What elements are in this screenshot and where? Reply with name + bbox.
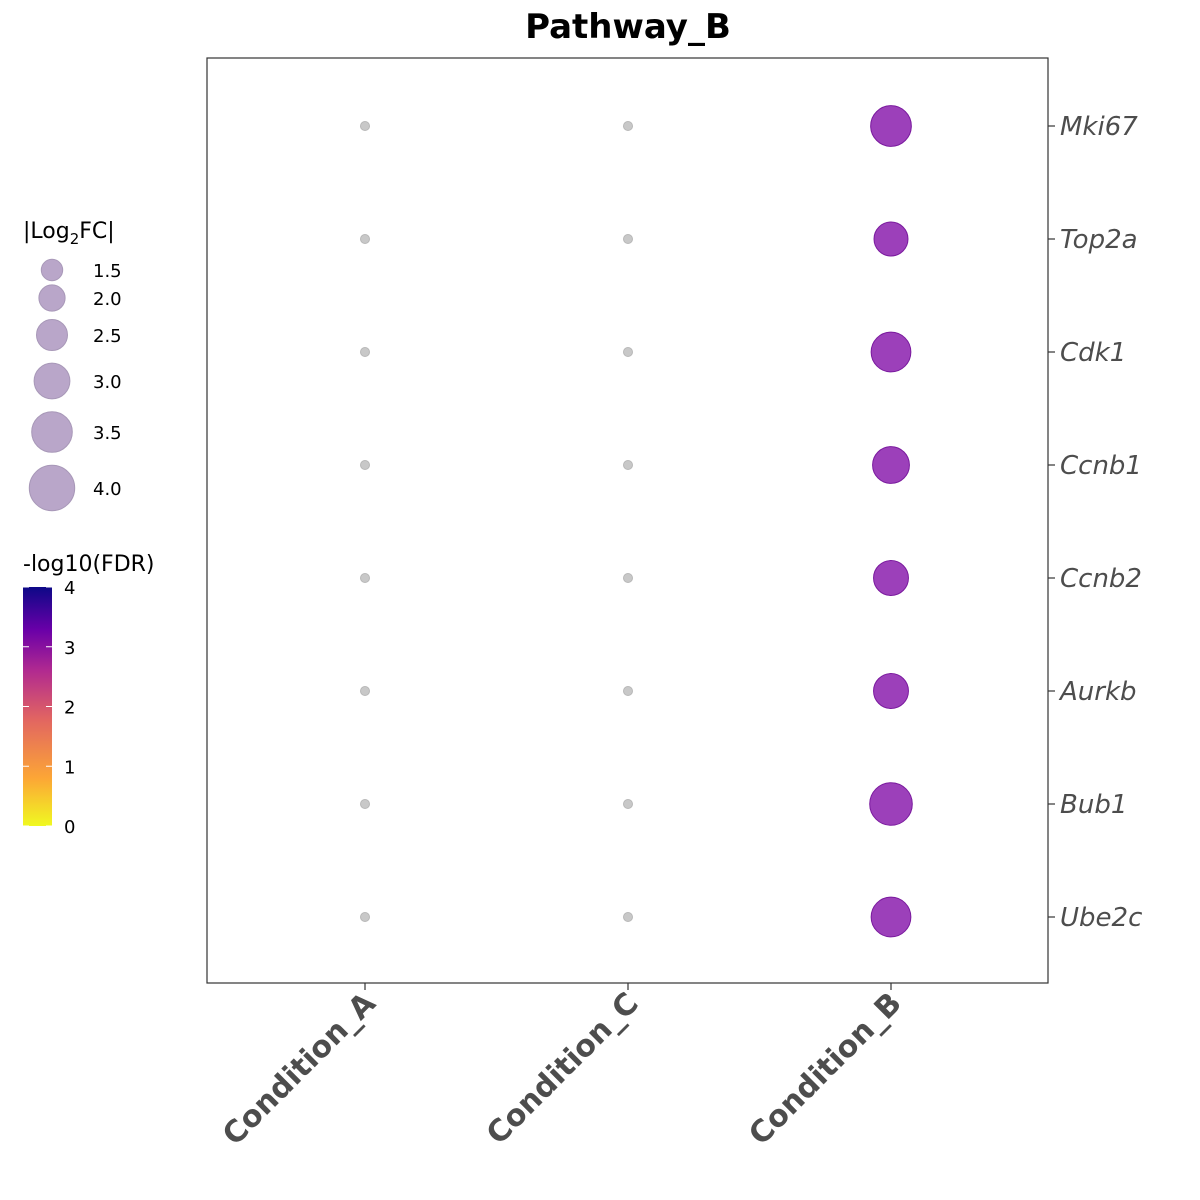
color-legend: -log10(FDR) 0 1 2 3 4 <box>23 552 155 838</box>
data-point-top2a-condition-c <box>623 234 633 244</box>
data-point-top2a-condition-a <box>360 234 370 244</box>
data-point-ccnb2-condition-a <box>360 573 370 583</box>
size-legend-title: |Log2FC| <box>23 219 115 248</box>
data-point-aurkb-condition-c <box>623 686 633 696</box>
gene-axis: Mki67 Top2a Cdk1 Ccnb1 Ccnb2 Aurkb Bub1 Ube2c <box>1048 112 1142 933</box>
size-legend-circle <box>31 411 73 453</box>
data-point-aurkb-condition-b <box>873 673 909 709</box>
condition-label-condition-a: Condition_A <box>216 985 383 1152</box>
data-point-ube2c-condition-a <box>360 912 370 922</box>
condition-label-condition-c: Condition_C <box>480 986 646 1152</box>
data-point-cdk1-condition-a <box>360 347 370 357</box>
plot-panel <box>206 57 1049 984</box>
data-point-top2a-condition-b <box>873 221 909 257</box>
color-legend-label: 4 <box>64 578 75 599</box>
color-legend-label: 3 <box>64 638 75 659</box>
chart-title: Pathway_B <box>525 7 731 47</box>
size-legend-circle <box>40 258 64 282</box>
data-point-ccnb1-condition-b <box>872 446 910 484</box>
size-legend-label: 2.0 <box>93 289 122 310</box>
size-legend-label: 4.0 <box>93 479 122 500</box>
size-legend-circle <box>38 284 66 312</box>
gene-label-ube2c: Ube2c <box>1060 903 1142 933</box>
data-point-bub1-condition-c <box>623 799 633 809</box>
data-point-cdk1-condition-b <box>870 331 912 373</box>
gene-label-cdk1: Cdk1 <box>1060 338 1126 368</box>
data-point-aurkb-condition-a <box>360 686 370 696</box>
color-legend-title: -log10(FDR) <box>23 552 155 577</box>
points-layer <box>360 105 913 938</box>
gene-label-bub1: Bub1 <box>1060 790 1127 820</box>
gene-label-top2a: Top2a <box>1060 225 1138 255</box>
size-legend-circle <box>28 464 76 512</box>
gene-label-mki67: Mki67 <box>1060 112 1138 142</box>
data-point-ccnb2-condition-c <box>623 573 633 583</box>
gene-label-aurkb: Aurkb <box>1058 677 1137 707</box>
size-legend-circle <box>33 362 71 400</box>
color-legend-label: 1 <box>64 757 75 778</box>
data-point-cdk1-condition-c <box>623 347 633 357</box>
gene-label-ccnb2: Ccnb2 <box>1060 564 1142 594</box>
data-point-ccnb1-condition-a <box>360 460 370 470</box>
data-point-bub1-condition-b <box>869 782 913 826</box>
data-point-mki67-condition-a <box>360 121 370 131</box>
condition-axis: Condition_A Condition_C Condition_B <box>216 983 909 1152</box>
size-legend: |Log2FC| 1.5 2.0 2.5 3.0 3.5 4.0 <box>23 219 122 512</box>
condition-label-condition-b: Condition_B <box>742 986 908 1152</box>
data-point-ube2c-condition-c <box>623 912 633 922</box>
size-legend-circle <box>36 319 68 351</box>
gene-label-ccnb1: Ccnb1 <box>1060 451 1142 481</box>
size-legend-label: 3.0 <box>93 372 122 393</box>
data-point-mki67-condition-c <box>623 121 633 131</box>
color-legend-label: 0 <box>64 817 75 838</box>
data-point-mki67-condition-b <box>870 105 912 147</box>
data-point-bub1-condition-a <box>360 799 370 809</box>
size-legend-label: 1.5 <box>93 261 122 282</box>
data-point-ccnb1-condition-c <box>623 460 633 470</box>
data-point-ube2c-condition-b <box>870 896 912 938</box>
color-legend-label: 2 <box>64 698 75 719</box>
size-legend-label: 2.5 <box>93 326 122 347</box>
size-legend-label: 3.5 <box>93 423 122 444</box>
data-point-ccnb2-condition-b <box>873 560 909 596</box>
